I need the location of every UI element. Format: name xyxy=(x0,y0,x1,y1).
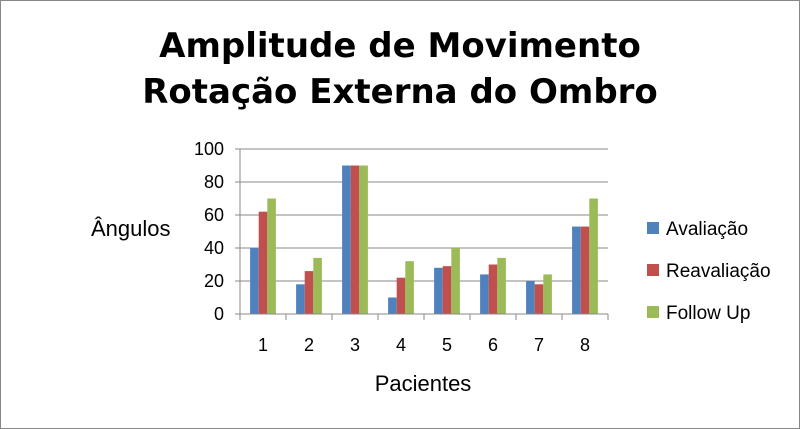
bar-follow-up-1 xyxy=(267,198,276,314)
axes xyxy=(239,149,609,320)
y-tick-labels: 0 20 40 60 80 100 xyxy=(194,139,224,324)
chart-title-line-1: Amplitude de Movimento xyxy=(159,26,641,66)
x-axis-label: Pacientes xyxy=(375,371,472,396)
y-tick-label: 80 xyxy=(204,172,224,192)
legend-swatch xyxy=(647,306,659,318)
gridlines xyxy=(235,148,608,315)
bar-avaliação-4 xyxy=(388,297,397,314)
bar-reavaliação-8 xyxy=(580,226,590,314)
bar-reavaliação-4 xyxy=(396,277,406,314)
bar-reavaliação-3 xyxy=(350,165,360,314)
x-tick-label: 5 xyxy=(442,335,452,355)
bar-follow-up-2 xyxy=(313,257,322,314)
legend-label: Reavaliação xyxy=(666,261,771,282)
legend-swatch xyxy=(647,264,659,276)
bar-reavaliação-7 xyxy=(534,284,544,314)
bar-avaliação-2 xyxy=(296,284,305,314)
bar-reavaliação-6 xyxy=(488,264,498,314)
bar-follow-up-8 xyxy=(589,198,598,314)
bar-avaliação-1 xyxy=(250,248,259,314)
y-tick-label: 60 xyxy=(204,205,224,225)
bar-reavaliação-1 xyxy=(258,211,268,314)
x-tick-label: 1 xyxy=(258,335,268,355)
legend-label: Avaliação xyxy=(666,219,748,240)
bar-avaliação-6 xyxy=(480,274,489,314)
x-tick-label: 8 xyxy=(580,335,590,355)
y-tick-label: 100 xyxy=(194,139,224,159)
bar-avaliação-3 xyxy=(342,165,351,314)
y-tick-label: 20 xyxy=(204,271,224,291)
bar-follow-up-5 xyxy=(451,248,460,314)
legend-label: Follow Up xyxy=(666,303,750,324)
legend: Avaliação Reavaliação Follow Up xyxy=(647,219,771,324)
chart-title: Amplitude de Movimento Rotação Externa d… xyxy=(1,23,799,115)
chart-title-line-2: Rotação Externa do Ombro xyxy=(142,72,658,112)
bar-follow-up-6 xyxy=(497,257,506,314)
bar-follow-up-3 xyxy=(359,165,368,314)
bar-avaliação-7 xyxy=(526,281,535,314)
bar-follow-up-4 xyxy=(405,261,414,314)
y-tick-label: 0 xyxy=(214,304,224,324)
bar-avaliação-5 xyxy=(434,267,443,314)
x-tick-label: 2 xyxy=(304,335,314,355)
bar-follow-up-7 xyxy=(543,274,552,314)
x-tick-label: 6 xyxy=(488,335,498,355)
y-tick-label: 40 xyxy=(204,238,224,258)
x-tick-label: 7 xyxy=(534,335,544,355)
bar-reavaliação-5 xyxy=(442,266,452,314)
bar-avaliação-8 xyxy=(572,226,581,314)
x-tick-labels: 1 2 3 4 5 6 7 8 xyxy=(258,335,590,355)
x-tick-label: 3 xyxy=(350,335,360,355)
x-tick-label: 4 xyxy=(396,335,406,355)
y-axis-label: Ângulos xyxy=(91,216,171,241)
bars xyxy=(250,165,598,314)
legend-swatch xyxy=(647,222,659,234)
bar-reavaliação-2 xyxy=(304,271,314,314)
